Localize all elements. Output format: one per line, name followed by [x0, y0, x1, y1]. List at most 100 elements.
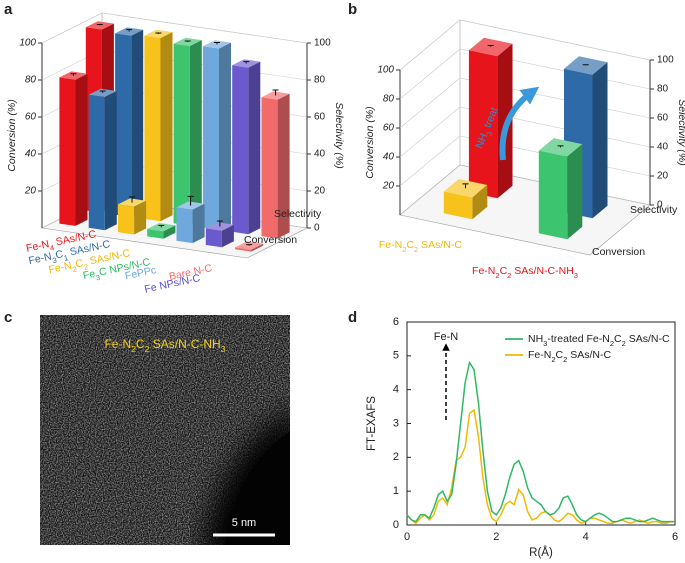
error-bar — [126, 29, 133, 32]
panel-label: c — [4, 309, 12, 326]
error-bar — [70, 73, 77, 76]
bar-side — [75, 73, 88, 226]
y-axis-title: FT-EXAFS — [366, 396, 378, 451]
bar-top — [59, 71, 88, 80]
y2-tick-label: 0 — [314, 223, 320, 234]
y2-tick-label: 80 — [314, 75, 326, 86]
y2-tick-label: 60 — [314, 112, 326, 123]
y-tick-label: 60 — [25, 112, 37, 123]
image-caption: Fe-N2C2 SAs/N-C-NH3 — [104, 337, 225, 354]
bar — [176, 201, 205, 244]
bar — [115, 27, 144, 218]
grid-line — [399, 19, 651, 71]
bar — [202, 40, 231, 230]
x-tick-label: 0 — [404, 531, 410, 543]
y-tick-label: 80 — [25, 75, 37, 86]
error-bar — [213, 42, 220, 45]
y-tick-label: 40 — [383, 152, 395, 163]
bar-front — [59, 77, 76, 226]
row-label: Selectivity — [630, 204, 678, 216]
bar-side — [567, 144, 583, 240]
bar-side — [104, 91, 117, 231]
bar — [468, 37, 513, 199]
y-tick-label: 20 — [382, 181, 395, 192]
error-bar — [187, 195, 194, 206]
bar-side — [248, 61, 261, 235]
category-label: Fe-N2C2 SAs/N-C — [379, 239, 463, 254]
row-label: Conversion — [244, 234, 297, 246]
bar-side — [592, 62, 608, 219]
row-label: Conversion — [592, 246, 645, 258]
bar-front — [205, 228, 222, 248]
y2-tick-label: 20 — [657, 171, 669, 182]
x-tick-label: 4 — [583, 531, 589, 543]
bar-top — [202, 40, 231, 49]
bar-side — [189, 40, 202, 226]
error-bar — [557, 145, 564, 148]
error-bar — [246, 244, 253, 246]
series-line — [406, 408, 675, 525]
y2-tick-label: 80 — [657, 84, 669, 95]
bar — [261, 91, 290, 239]
y2-tick-label: 40 — [657, 142, 669, 153]
y2-tick-label: 100 — [314, 38, 331, 49]
y2-tick-label: 40 — [314, 149, 326, 160]
x-tick-label: 2 — [493, 531, 499, 543]
y-tick-label: 100 — [19, 38, 36, 49]
bar-front — [118, 204, 135, 235]
panel-label: d — [348, 309, 357, 326]
error-bar — [184, 40, 191, 42]
bar — [118, 198, 147, 235]
y-tick-label: 5 — [393, 350, 399, 362]
bar-front — [261, 97, 278, 239]
bar-front — [144, 35, 161, 222]
y2-tick-label: 20 — [314, 186, 326, 197]
bar-side — [160, 32, 173, 222]
bar-front — [176, 207, 193, 244]
y-axis-title: Conversion (%) — [364, 106, 376, 178]
bar — [173, 37, 202, 226]
bar-side — [472, 185, 488, 220]
y2-tick-label: 60 — [657, 113, 669, 124]
bar-side — [192, 203, 205, 244]
bar-front — [235, 247, 252, 252]
annotation-arrow — [499, 86, 540, 161]
bar-side — [221, 224, 234, 248]
y2-tick-label: 0 — [657, 200, 663, 211]
series-line — [406, 360, 675, 523]
bar-top — [232, 59, 261, 68]
bar-top — [85, 21, 114, 30]
y-tick-label: 6 — [393, 316, 399, 328]
bar — [232, 59, 261, 235]
y-tick-label: 60 — [383, 123, 395, 134]
panel-label: b — [348, 1, 357, 18]
error-bar — [243, 61, 250, 64]
x-axis-title: R(Å) — [529, 546, 553, 559]
legend-label: NH3-treated Fe-N2C2 SAs/N-C — [528, 333, 670, 348]
bar-front — [538, 150, 568, 240]
category-label: Fe-N2C2 SAs/N-C-NH3 — [472, 265, 578, 280]
x-tick-label: 6 — [672, 531, 678, 543]
bar — [59, 71, 88, 226]
error-bar — [462, 183, 469, 189]
bar-top — [88, 88, 117, 97]
micrograph — [40, 315, 290, 545]
y2-tick-label: 100 — [657, 55, 674, 66]
row-label: Selectivity — [274, 208, 322, 220]
error-bar — [99, 90, 106, 93]
y-tick-label: 3 — [393, 417, 399, 429]
bar — [144, 29, 173, 222]
bar-side — [251, 243, 264, 252]
bar-front — [115, 33, 132, 218]
error-bar — [96, 23, 103, 26]
error-bar — [216, 220, 223, 227]
bar-side — [277, 93, 290, 239]
scale-bar-label: 5 nm — [232, 517, 256, 529]
y-tick-label: 2 — [393, 451, 399, 463]
bar-front — [232, 65, 249, 235]
bar — [538, 138, 583, 240]
bar-front — [88, 94, 105, 231]
y2-axis-title: Selectivity (%) — [676, 99, 685, 166]
error-bar — [155, 32, 162, 34]
